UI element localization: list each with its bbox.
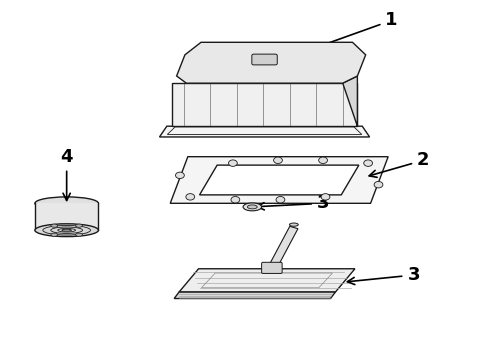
- Ellipse shape: [51, 233, 58, 237]
- Circle shape: [175, 172, 184, 179]
- Circle shape: [374, 181, 383, 188]
- Text: 3: 3: [257, 194, 329, 212]
- Circle shape: [231, 197, 240, 203]
- FancyBboxPatch shape: [252, 54, 277, 65]
- Circle shape: [276, 197, 285, 203]
- Polygon shape: [268, 226, 298, 270]
- Circle shape: [228, 160, 237, 166]
- Polygon shape: [170, 157, 388, 203]
- Ellipse shape: [75, 224, 82, 227]
- Ellipse shape: [290, 223, 298, 226]
- Polygon shape: [179, 269, 355, 292]
- Ellipse shape: [247, 205, 257, 209]
- Ellipse shape: [35, 224, 98, 237]
- Ellipse shape: [75, 233, 82, 237]
- FancyBboxPatch shape: [35, 203, 98, 230]
- FancyBboxPatch shape: [262, 262, 282, 273]
- Polygon shape: [343, 76, 357, 126]
- Text: 1: 1: [296, 12, 398, 56]
- Ellipse shape: [62, 229, 72, 231]
- Polygon shape: [199, 165, 359, 195]
- Text: 4: 4: [60, 148, 73, 201]
- Polygon shape: [176, 42, 366, 83]
- Ellipse shape: [35, 197, 98, 210]
- Circle shape: [273, 157, 282, 163]
- Ellipse shape: [51, 224, 58, 227]
- Polygon shape: [172, 83, 357, 126]
- Ellipse shape: [243, 203, 262, 211]
- Text: 2: 2: [369, 151, 430, 177]
- Circle shape: [186, 194, 195, 200]
- Circle shape: [318, 157, 327, 163]
- Circle shape: [321, 194, 330, 200]
- Text: 3: 3: [347, 266, 420, 285]
- Circle shape: [364, 160, 372, 166]
- Polygon shape: [159, 126, 369, 137]
- Polygon shape: [174, 292, 335, 298]
